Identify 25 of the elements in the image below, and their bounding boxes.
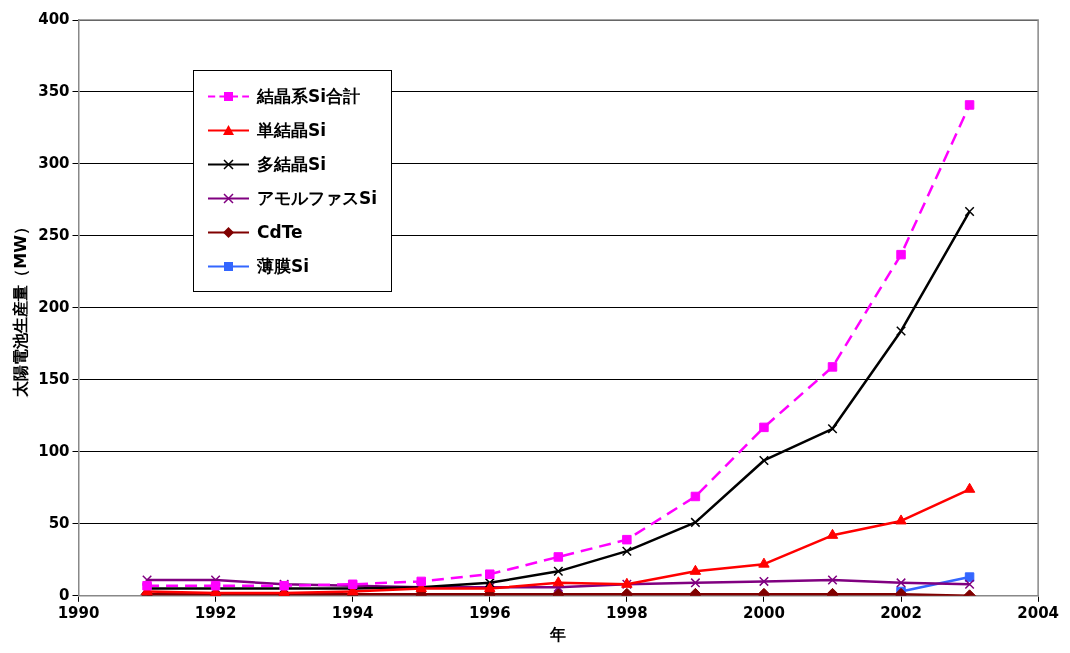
y-tick-label: 300 [38, 153, 70, 172]
y-tick-label: 150 [38, 369, 70, 388]
y-tick-label: 250 [38, 225, 70, 244]
y-tick-label: 0 [59, 585, 70, 604]
legend-label: 単結晶Si [257, 118, 327, 142]
y-axis-title: 太陽電池生産量（MW） [10, 219, 30, 398]
x-axis-title: 年 [549, 624, 567, 644]
legend-label: 多結晶Si [257, 152, 327, 176]
x-tick-label: 2000 [743, 603, 785, 622]
legend-label: 薄膜Si [257, 254, 310, 278]
y-tick-label: 400 [38, 9, 70, 28]
x-tick-label: 1992 [194, 603, 237, 622]
x-tick-label: 1996 [468, 603, 511, 622]
x-tick-label: 1990 [57, 603, 100, 622]
y-tick-label: 200 [38, 297, 70, 316]
legend-label: 結晶系Si合計 [257, 84, 361, 108]
legend-label: CdTe [257, 222, 303, 242]
x-tick-label: 2004 [1017, 603, 1059, 622]
y-tick-label: 50 [48, 513, 70, 532]
x-tick-label: 2002 [880, 603, 922, 622]
x-tick-label: 1998 [605, 603, 648, 622]
x-tick-label: 1994 [331, 603, 374, 622]
y-tick-label: 350 [38, 81, 70, 100]
legend-label: アモルファスSi [257, 186, 378, 210]
y-tick-label: 100 [38, 441, 70, 460]
